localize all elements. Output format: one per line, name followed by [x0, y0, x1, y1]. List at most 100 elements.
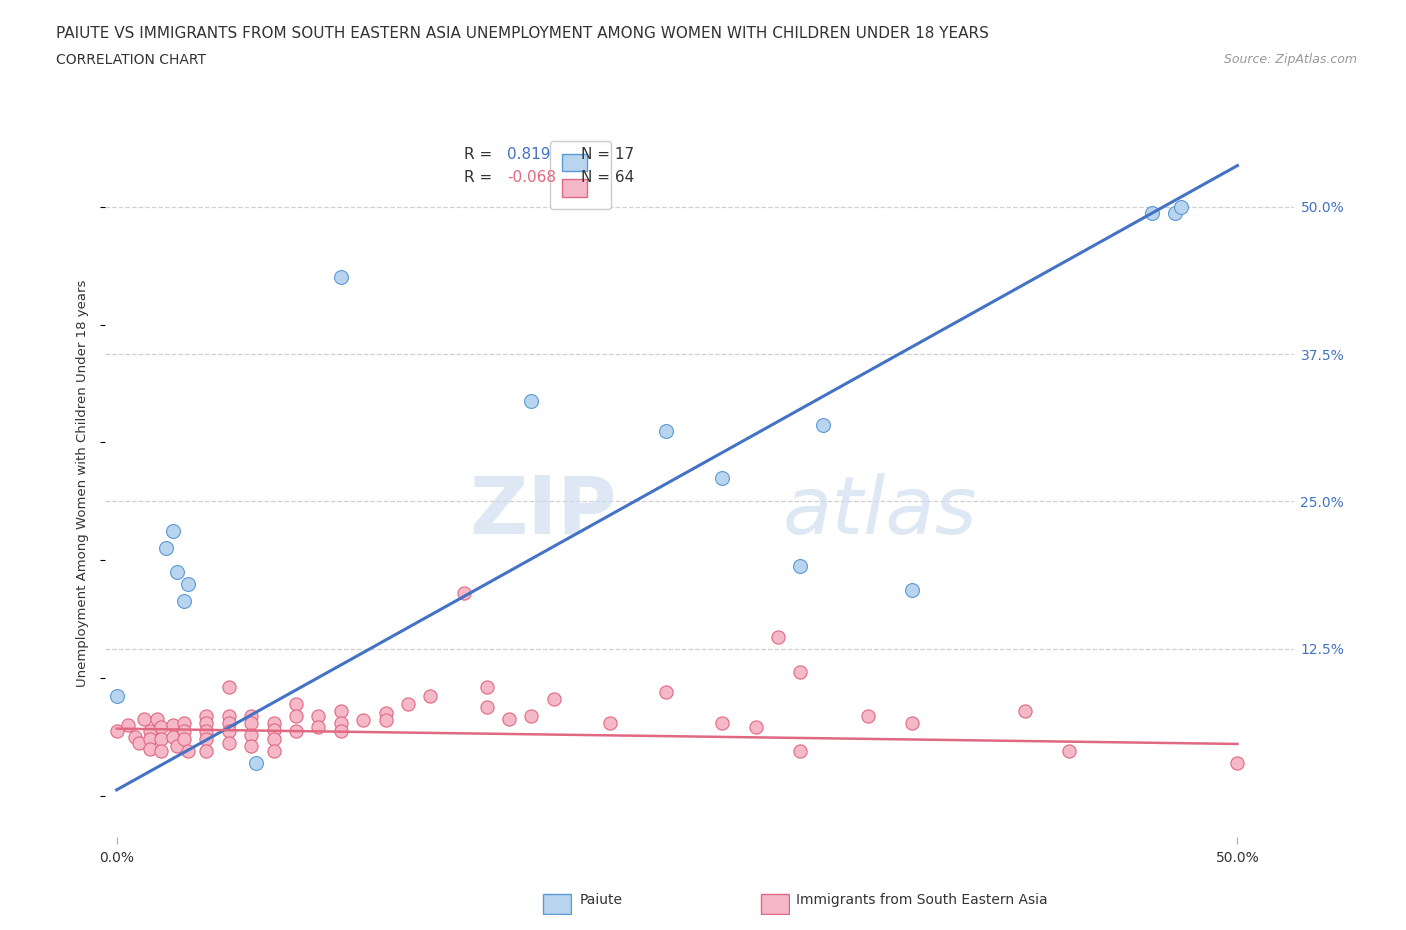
Point	[218, 680, 240, 695]
Point	[240, 727, 263, 742]
Point	[173, 594, 195, 609]
Point	[1142, 206, 1164, 220]
Point	[117, 718, 139, 733]
Point	[1059, 744, 1081, 759]
Point	[173, 724, 195, 738]
Point	[285, 709, 308, 724]
Point	[901, 715, 924, 730]
Point	[329, 724, 352, 738]
Point	[150, 732, 173, 747]
Point	[195, 715, 218, 730]
Point	[329, 703, 352, 718]
Text: PAIUTE VS IMMIGRANTS FROM SOUTH EASTERN ASIA UNEMPLOYMENT AMONG WOMEN WITH CHILD: PAIUTE VS IMMIGRANTS FROM SOUTH EASTERN …	[56, 26, 988, 41]
Text: Source: ZipAtlas.com: Source: ZipAtlas.com	[1223, 53, 1357, 66]
Text: CORRELATION CHART: CORRELATION CHART	[56, 53, 207, 67]
Point	[177, 744, 200, 759]
Point	[150, 720, 173, 735]
Point	[162, 718, 184, 733]
Point	[139, 741, 162, 756]
Point	[520, 393, 543, 408]
Point	[173, 732, 195, 747]
Point	[520, 709, 543, 724]
Point	[218, 736, 240, 751]
Point	[1014, 703, 1036, 718]
Text: N = 17: N = 17	[581, 148, 634, 163]
Point	[195, 709, 218, 724]
Point	[105, 724, 128, 738]
Point	[1163, 206, 1185, 220]
Point	[263, 732, 285, 747]
Point	[1170, 199, 1192, 214]
Text: atlas: atlas	[783, 472, 977, 551]
Point	[132, 711, 155, 726]
Point	[655, 423, 678, 438]
Point	[744, 720, 766, 735]
Text: -0.068: -0.068	[508, 170, 555, 185]
Point	[263, 723, 285, 737]
Point	[307, 709, 329, 724]
Point	[710, 715, 733, 730]
Point	[285, 697, 308, 711]
Point	[240, 738, 263, 753]
Text: Paiute: Paiute	[579, 893, 623, 908]
Point	[218, 724, 240, 738]
Point	[146, 711, 169, 726]
Point	[710, 471, 733, 485]
Text: ZIP: ZIP	[470, 472, 616, 551]
Point	[162, 729, 184, 744]
Point	[218, 715, 240, 730]
Point	[1226, 755, 1249, 770]
Legend: , : ,	[550, 141, 612, 208]
Point	[329, 715, 352, 730]
Point	[139, 724, 162, 738]
Point	[150, 744, 173, 759]
Point	[245, 755, 267, 770]
Point	[195, 744, 218, 759]
Text: R =: R =	[464, 170, 492, 185]
Text: Immigrants from South Eastern Asia: Immigrants from South Eastern Asia	[796, 893, 1047, 908]
Point	[599, 715, 621, 730]
Point	[374, 706, 396, 721]
Point	[166, 738, 188, 753]
Point	[139, 732, 162, 747]
Point	[195, 732, 218, 747]
Point	[240, 715, 263, 730]
Text: N = 64: N = 64	[581, 170, 634, 185]
Point	[352, 713, 374, 728]
Point	[901, 582, 924, 597]
Text: R =: R =	[464, 148, 492, 163]
Text: 0.819: 0.819	[508, 148, 551, 163]
Point	[789, 744, 811, 759]
Point	[811, 418, 834, 432]
Point	[128, 736, 150, 751]
Point	[856, 709, 879, 724]
Point	[166, 565, 188, 579]
Point	[329, 270, 352, 285]
Point	[766, 630, 789, 644]
Point	[155, 541, 177, 556]
Point	[124, 729, 146, 744]
Point	[396, 697, 419, 711]
Point	[419, 688, 441, 703]
Point	[263, 744, 285, 759]
Point	[177, 577, 200, 591]
Point	[195, 724, 218, 738]
Point	[240, 709, 263, 724]
Point	[789, 559, 811, 574]
Point	[543, 692, 565, 707]
Point	[263, 715, 285, 730]
Point	[655, 684, 678, 699]
Point	[475, 680, 498, 695]
Point	[307, 720, 329, 735]
Point	[218, 709, 240, 724]
Point	[498, 711, 520, 726]
Point	[105, 688, 128, 703]
Y-axis label: Unemployment Among Women with Children Under 18 years: Unemployment Among Women with Children U…	[76, 280, 90, 687]
Point	[475, 700, 498, 715]
Point	[173, 715, 195, 730]
Point	[162, 524, 184, 538]
Point	[789, 665, 811, 680]
Point	[374, 713, 396, 728]
Point	[453, 586, 475, 601]
Point	[285, 724, 308, 738]
